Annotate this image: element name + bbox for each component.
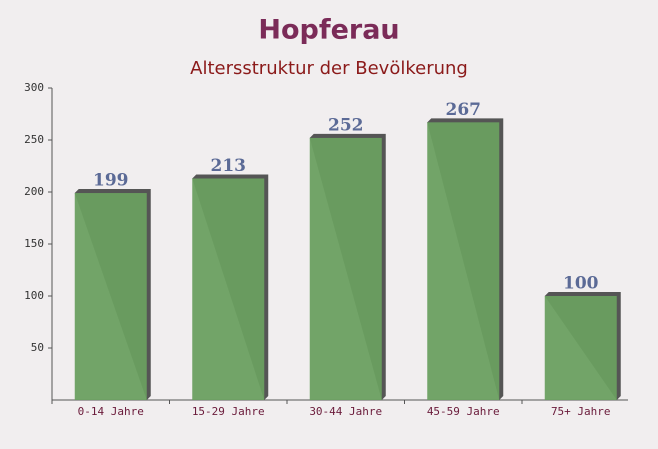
y-tick-label: 100 bbox=[24, 289, 44, 302]
x-tick-label: 0-14 Jahre bbox=[78, 405, 144, 418]
chart-title: Hopferau bbox=[258, 15, 399, 46]
x-tick-label: 30-44 Jahre bbox=[309, 405, 382, 418]
value-label: 199 bbox=[93, 171, 129, 191]
bar bbox=[309, 137, 382, 401]
value-label: 213 bbox=[211, 156, 247, 176]
x-tick-label: 45-59 Jahre bbox=[427, 405, 500, 418]
bar bbox=[544, 296, 617, 400]
value-label: 100 bbox=[563, 274, 599, 294]
x-tick-label: 15-29 Jahre bbox=[192, 405, 265, 418]
value-label: 267 bbox=[446, 100, 482, 120]
y-tick-label: 200 bbox=[24, 185, 44, 198]
value-label: 252 bbox=[328, 115, 364, 135]
y-tick-label: 150 bbox=[24, 237, 44, 250]
bar bbox=[74, 193, 147, 400]
y-tick-label: 50 bbox=[31, 341, 44, 354]
bar bbox=[192, 178, 265, 400]
bar bbox=[427, 122, 500, 400]
y-tick-label: 300 bbox=[24, 81, 44, 94]
x-tick-label: 75+ Jahre bbox=[551, 405, 611, 418]
chart-subtitle: Altersstruktur der Bevölkerung bbox=[190, 58, 468, 79]
y-tick-label: 250 bbox=[24, 133, 44, 146]
